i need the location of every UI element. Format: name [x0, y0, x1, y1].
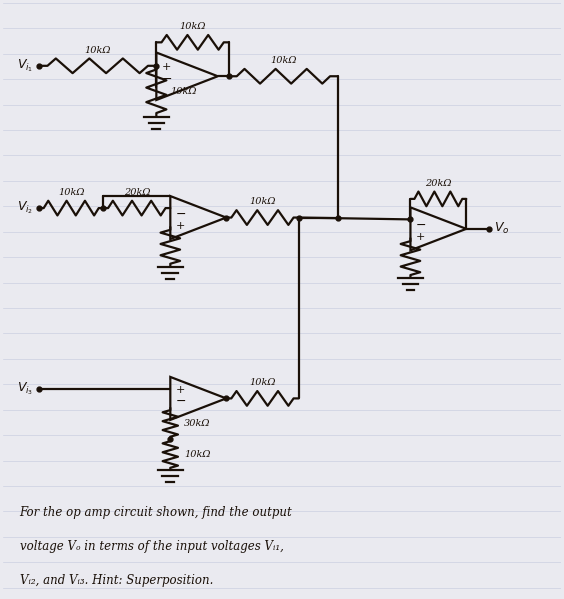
Text: 10kΩ: 10kΩ: [85, 46, 111, 55]
Text: 10kΩ: 10kΩ: [184, 450, 211, 459]
Text: For the op amp circuit shown, find the output: For the op amp circuit shown, find the o…: [20, 506, 292, 519]
Text: 10kΩ: 10kΩ: [270, 56, 297, 65]
Text: −: −: [416, 219, 426, 232]
Text: −: −: [175, 208, 186, 221]
Text: voltage Vₒ in terms of the input voltages Vᵢ₁,: voltage Vₒ in terms of the input voltage…: [20, 540, 283, 553]
Text: +: +: [416, 232, 425, 242]
Text: 30kΩ: 30kΩ: [184, 419, 211, 428]
Text: $V_{i_3}$: $V_{i_3}$: [17, 381, 33, 397]
Text: $V_{i_2}$: $V_{i_2}$: [17, 200, 33, 216]
Text: 20kΩ: 20kΩ: [124, 188, 150, 197]
Text: +: +: [175, 385, 185, 395]
Text: Vᵢ₂, and Vᵢ₃. Hint: Superposition.: Vᵢ₂, and Vᵢ₃. Hint: Superposition.: [20, 574, 213, 586]
Text: 10kΩ: 10kΩ: [179, 22, 206, 31]
Text: 10kΩ: 10kΩ: [170, 87, 197, 96]
Text: 10kΩ: 10kΩ: [58, 188, 85, 197]
Text: $V_o$: $V_o$: [494, 221, 510, 237]
Text: +: +: [175, 220, 185, 231]
Text: −: −: [175, 395, 186, 408]
Text: 20kΩ: 20kΩ: [425, 179, 452, 187]
Text: $V_{i_1}$: $V_{i_1}$: [17, 58, 33, 74]
Text: −: −: [161, 73, 172, 86]
Text: 10kΩ: 10kΩ: [249, 378, 276, 387]
Text: 10kΩ: 10kΩ: [249, 197, 276, 206]
Text: +: +: [161, 62, 171, 72]
